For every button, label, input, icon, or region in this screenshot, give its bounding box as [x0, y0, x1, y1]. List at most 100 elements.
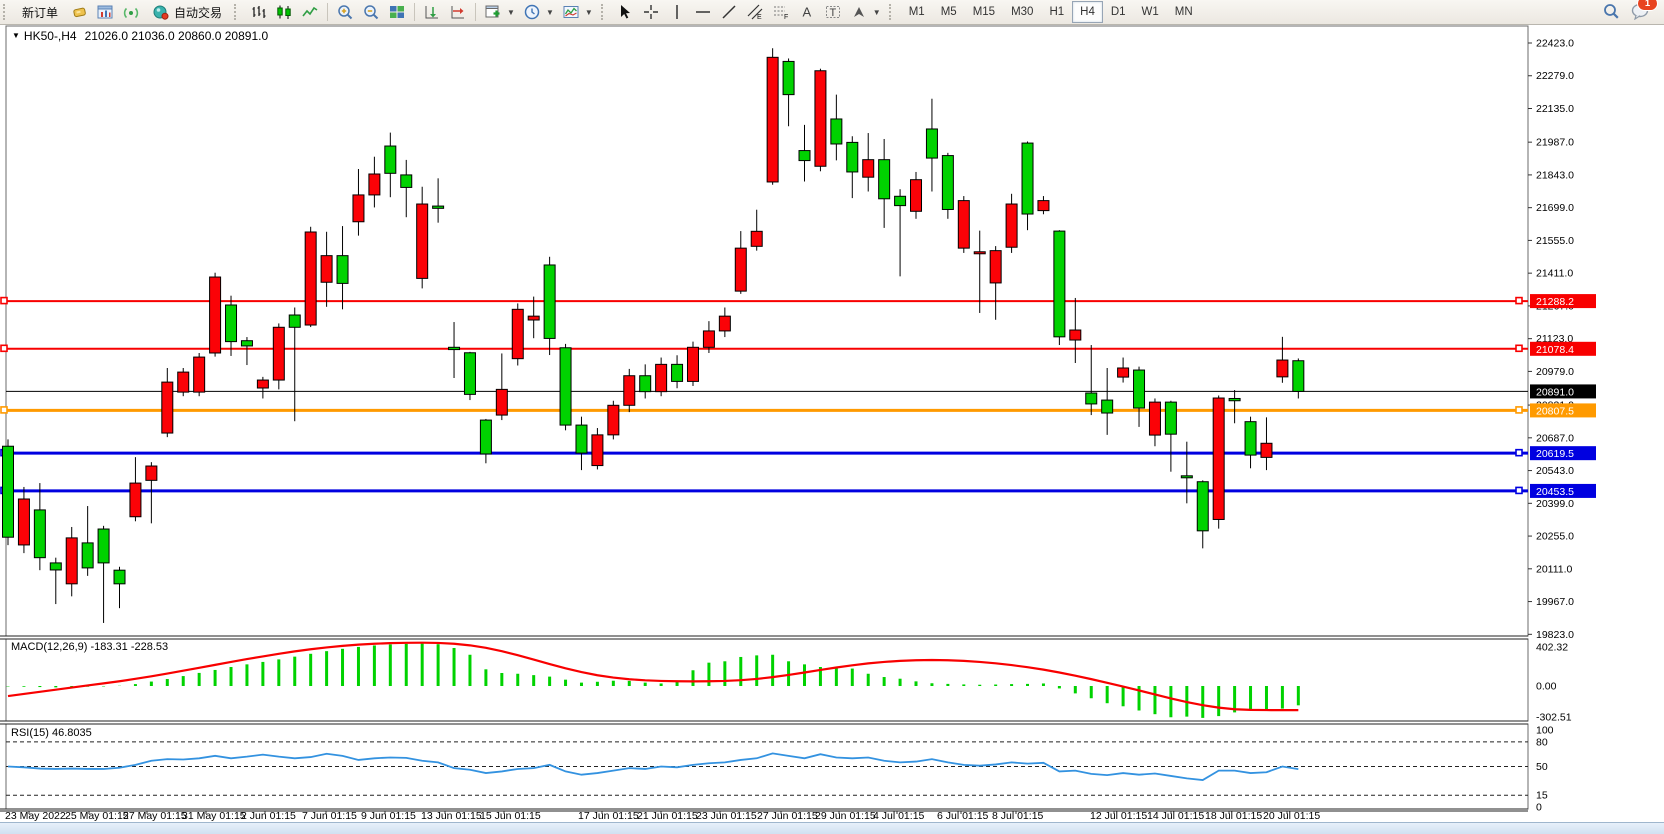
candle-bear — [671, 363, 684, 382]
candle-bull — [177, 371, 190, 393]
price-label-box — [1530, 384, 1596, 399]
period-clock-icon[interactable]: ▼ — [520, 0, 557, 24]
time-label[interactable]: 4 Jul 01:15 — [873, 810, 925, 822]
line-chart-icon[interactable] — [298, 0, 322, 24]
cursor-icon[interactable] — [613, 0, 637, 24]
candle-bear — [432, 205, 445, 209]
time-label[interactable]: 20 Jul 01:15 — [1263, 810, 1320, 822]
timeframe-D1[interactable]: D1 — [1110, 6, 1126, 18]
timeframe-M1[interactable]: M1 — [908, 6, 925, 18]
time-label[interactable]: 23 Jun 01:15 — [696, 810, 757, 822]
rsi-pane[interactable] — [5, 723, 1529, 810]
auto-scroll-icon[interactable] — [420, 0, 444, 24]
autotrading-button[interactable]: 自动交易 — [145, 0, 229, 24]
toolbar-grip[interactable] — [234, 4, 241, 20]
time-label[interactable]: 31 May 01:15 — [182, 810, 246, 822]
time-label[interactable]: 12 Jul 01:15 — [1090, 810, 1147, 822]
timeframe-M5[interactable]: M5 — [940, 6, 957, 18]
time-label[interactable]: 6 Jul 01:15 — [937, 810, 989, 822]
time-label[interactable]: 25 May 01:15 — [65, 810, 129, 822]
search-icon[interactable] — [1602, 2, 1620, 23]
timeframe-H1[interactable]: H1 — [1049, 6, 1065, 18]
macd-pane[interactable] — [5, 638, 1529, 722]
notifications-icon[interactable]: 1 — [1630, 0, 1658, 23]
rsi-axis-label: 100 — [1536, 725, 1554, 737]
candle-bull — [527, 315, 540, 321]
candle-bull — [1069, 329, 1082, 341]
candle-bull — [1037, 200, 1050, 212]
time-label[interactable]: 14 Jul 01:15 — [1147, 810, 1204, 822]
price-tick-label: 19967.0 — [1536, 596, 1574, 608]
candle-bear — [400, 174, 413, 188]
candle-bull — [989, 250, 1002, 284]
hline-left-marker[interactable] — [0, 406, 8, 414]
vertical-line-icon[interactable] — [665, 0, 689, 24]
hline-right-marker[interactable] — [1515, 406, 1523, 414]
text-label-icon[interactable]: T — [821, 0, 845, 24]
toolbar-grip[interactable] — [600, 4, 608, 20]
template-icon[interactable]: ▼ — [559, 0, 596, 24]
candle-bull — [862, 159, 875, 178]
equidistant-channel-icon[interactable]: E — [743, 0, 767, 24]
time-label[interactable]: 29 Jun 01:15 — [815, 810, 876, 822]
candle-bear — [1180, 475, 1193, 479]
chart-window-icon[interactable] — [93, 0, 117, 24]
trendline-icon[interactable] — [717, 0, 741, 24]
time-label[interactable]: 7 Jun 01:15 — [302, 810, 357, 822]
fibonacci-icon[interactable]: F — [769, 0, 793, 24]
new-order-button[interactable]: 新订单 — [15, 0, 65, 24]
hline-right-marker[interactable] — [1515, 296, 1523, 305]
timeframe-MN[interactable]: MN — [1174, 6, 1193, 18]
bar-chart-icon[interactable] — [246, 0, 270, 24]
price-label-box — [1530, 294, 1596, 309]
price-tick-label: 21843.0 — [1536, 169, 1574, 181]
crosshair-icon[interactable] — [639, 0, 663, 24]
timeframe-M15[interactable]: M15 — [972, 6, 996, 18]
time-label[interactable]: 23 May 2022 — [5, 810, 66, 822]
hline-left-marker[interactable] — [0, 296, 8, 305]
time-label[interactable]: 27 May 01:15 — [123, 810, 187, 822]
zoom-out-icon[interactable] — [359, 0, 383, 24]
candlestick-chart-icon[interactable] — [272, 0, 296, 24]
timeframe-M30[interactable]: M30 — [1011, 6, 1034, 18]
timeframe-W1[interactable]: W1 — [1141, 6, 1159, 18]
time-label[interactable]: 2 Jun 01:15 — [241, 810, 296, 822]
candle-bull — [957, 200, 970, 249]
price-label-20619.5: 20619.5 — [1536, 448, 1574, 460]
candle-bear — [798, 150, 811, 162]
hline-right-marker[interactable] — [1515, 344, 1523, 353]
time-label[interactable]: 17 Jun 01:15 — [578, 810, 639, 822]
rsi-line — [7, 752, 1299, 781]
time-label[interactable]: 18 Jul 01:15 — [1205, 810, 1262, 822]
price-label-20807.5: 20807.5 — [1536, 405, 1574, 417]
signal-broadcast-icon[interactable] — [119, 0, 143, 24]
toolbar-grip[interactable] — [888, 4, 896, 20]
symbol-dropdown-icon[interactable]: ▼ — [12, 31, 20, 40]
candle-bull — [591, 434, 604, 467]
price-tick-label: 21555.0 — [1536, 235, 1574, 247]
text-icon[interactable]: A — [795, 0, 819, 24]
horizontal-line-icon[interactable] — [691, 0, 715, 24]
time-label[interactable]: 21 Jun 01:15 — [637, 810, 698, 822]
price-label-box — [1530, 341, 1596, 356]
candle-bull — [973, 251, 986, 255]
time-label[interactable]: 9 Jun 01:15 — [361, 810, 416, 822]
time-label[interactable]: 8 Jul 01:15 — [992, 810, 1044, 822]
price-label-20891.0: 20891.0 — [1536, 386, 1574, 398]
time-label[interactable]: 15 Jun 01:15 — [480, 810, 541, 822]
new-chart-icon[interactable]: ▼ — [481, 0, 518, 24]
tile-windows-icon[interactable] — [385, 0, 409, 24]
hline-right-marker[interactable] — [1515, 448, 1523, 457]
gold-icon[interactable] — [67, 0, 91, 24]
hline-left-marker[interactable] — [0, 344, 8, 353]
time-label[interactable]: 13 Jun 01:15 — [421, 810, 482, 822]
toolbar-grip[interactable] — [3, 4, 10, 20]
zoom-in-icon[interactable] — [333, 0, 357, 24]
timeframe-H4[interactable]: H4 — [1072, 1, 1103, 23]
time-label[interactable]: 27 Jun 01:15 — [757, 810, 818, 822]
hline-right-marker[interactable] — [1515, 486, 1523, 495]
chart-shift-icon[interactable] — [446, 0, 470, 24]
arrows-objects-icon[interactable]: ▼ — [847, 0, 884, 24]
candle-bear — [1196, 481, 1209, 532]
